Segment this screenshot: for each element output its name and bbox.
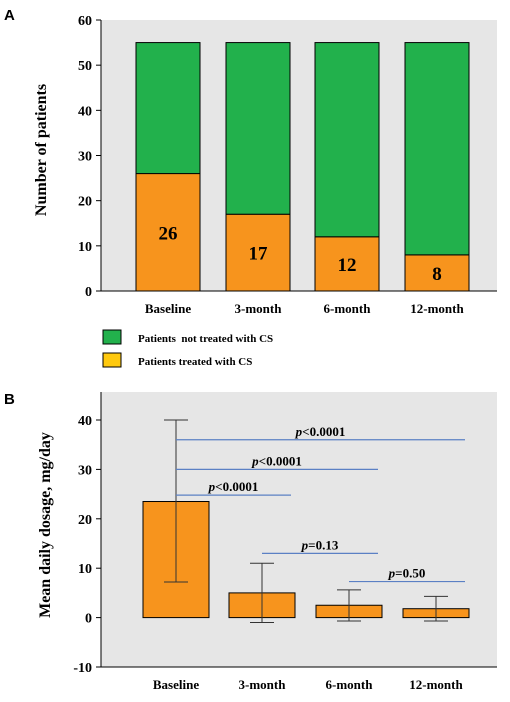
panel-a-y-axis-label: Number of patients xyxy=(33,84,50,216)
x-tick-label: 3-month xyxy=(235,301,283,316)
panel-a-bars xyxy=(135,42,470,292)
y-tick-label: 30 xyxy=(78,150,92,165)
panel-b-y-ticks: -10 0 10 20 30 40 xyxy=(73,414,101,676)
x-tick-label: Baseline xyxy=(145,301,191,316)
legend-label-not-treated: Patients not treated with CS xyxy=(138,333,273,345)
bar-data-label: 17 xyxy=(249,244,269,265)
panel-b-label: B xyxy=(4,391,15,408)
p-value-label: p<0.0001 xyxy=(251,453,302,468)
bar-data-label: 8 xyxy=(432,264,442,285)
x-tick-label: 3-month xyxy=(239,677,287,692)
panel-a-y-ticks: 0 10 20 30 40 50 60 xyxy=(78,14,101,300)
y-tick-label: 20 xyxy=(78,513,92,528)
y-tick-label: 20 xyxy=(78,195,92,210)
bar-data-label: 12 xyxy=(338,255,357,276)
y-tick-label: 0 xyxy=(85,285,92,300)
panel-a-label: A xyxy=(4,7,15,24)
bar-not-treated xyxy=(404,42,470,256)
y-tick-label: 10 xyxy=(78,562,92,577)
p-value-label: p<0.0001 xyxy=(208,479,259,494)
p-value-label: p=0.50 xyxy=(388,566,426,581)
y-tick-label: -10 xyxy=(73,661,92,676)
x-tick-label: 6-month xyxy=(324,301,372,316)
y-tick-label: 10 xyxy=(78,240,92,255)
panel-b-significance-brackets: p<0.0001 p<0.0001 p<0.0001 p=0.13 p=0.50 xyxy=(176,424,465,583)
legend-swatch-treated xyxy=(102,352,122,368)
bar-not-treated xyxy=(135,42,201,175)
p-value-label: p=0.13 xyxy=(301,537,339,552)
x-tick-label: Baseline xyxy=(153,677,199,692)
panel-a: A 0 10 20 30 40 50 60 26 17 12 8 Baseline 3-month 6… xyxy=(4,7,497,368)
y-tick-label: 50 xyxy=(78,59,92,74)
bar-treated xyxy=(404,254,470,292)
panel-b-error-bars xyxy=(164,419,448,624)
y-tick-label: 40 xyxy=(78,414,92,429)
x-tick-label: 6-month xyxy=(326,677,374,692)
y-tick-label: 0 xyxy=(85,612,92,627)
bar-not-treated xyxy=(225,42,291,215)
legend-swatch-not-treated xyxy=(102,329,122,345)
y-tick-label: 40 xyxy=(78,104,92,119)
panel-a-data-labels: 26 17 12 8 xyxy=(159,223,442,285)
panel-b-x-ticks: Baseline 3-month 6-month 12-month xyxy=(153,677,464,692)
bar-treated xyxy=(314,236,380,292)
p-value-label: p<0.0001 xyxy=(295,424,346,439)
legend-label-treated: Patients treated with CS xyxy=(138,356,252,368)
y-tick-label: 60 xyxy=(78,14,92,29)
panel-a-x-ticks: Baseline 3-month 6-month 12-month xyxy=(145,301,465,316)
x-tick-label: 12-month xyxy=(409,677,463,692)
y-tick-label: 30 xyxy=(78,463,92,478)
bar-not-treated xyxy=(314,42,380,238)
x-tick-label: 12-month xyxy=(410,301,464,316)
panel-a-legend: Patients not treated with CS Patients tr… xyxy=(102,329,273,368)
panel-b-y-axis-label: Mean daily dosage, mg/day xyxy=(37,432,54,618)
bar-treated xyxy=(135,173,201,292)
bar-data-label: 26 xyxy=(159,223,178,244)
